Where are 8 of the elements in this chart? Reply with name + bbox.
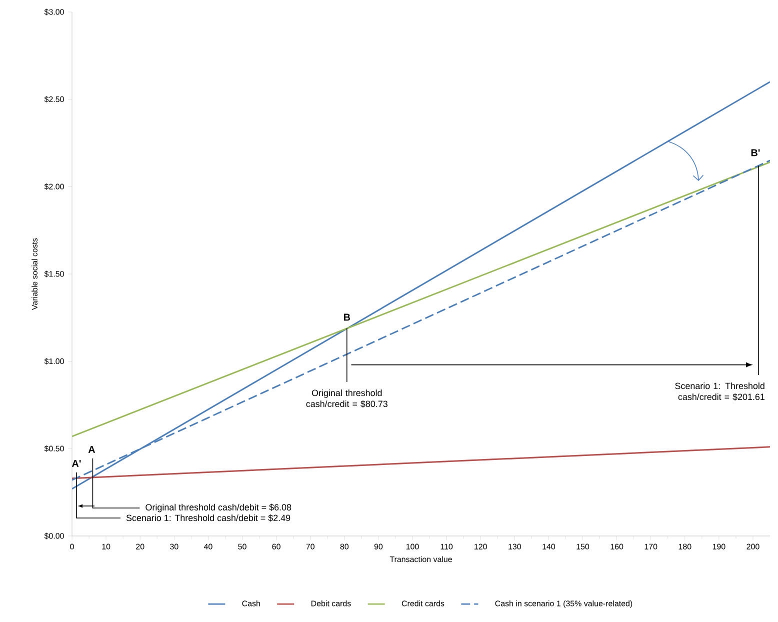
annotation: A	[88, 446, 96, 453]
annotation: B'	[751, 149, 760, 156]
annotation: Scenario 1: Threshold cash/debit = $2.49	[126, 514, 290, 522]
annotation: Scenario 1: Threshold cash/credit = $201.61	[675, 382, 764, 401]
annotation: Original threshold cash/credit = $80.73	[306, 390, 388, 408]
annotation: B	[344, 314, 350, 321]
annotation: Original threshold cash/debit = $6.08	[146, 504, 292, 512]
annotation: A'	[72, 460, 81, 467]
